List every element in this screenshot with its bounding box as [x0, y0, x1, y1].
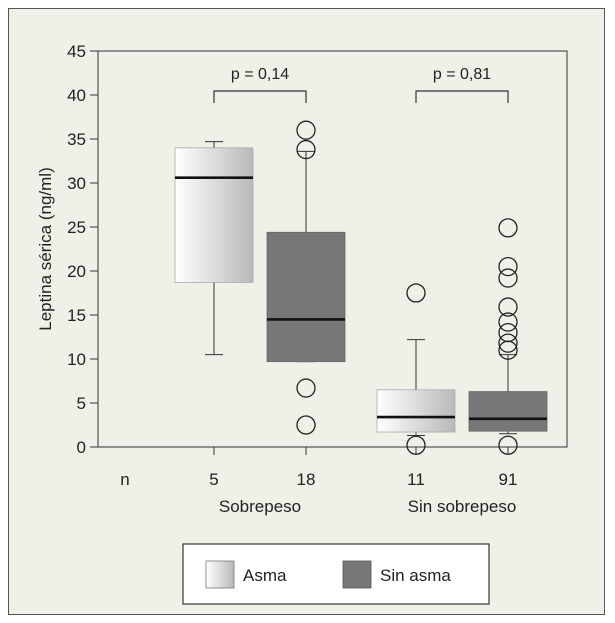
legend-box	[182, 543, 490, 605]
n-value: 5	[209, 470, 218, 489]
group-label: Sin sobrepeso	[408, 497, 517, 516]
legend-swatch-asma	[205, 560, 235, 589]
outlier-point	[498, 256, 518, 277]
outlier-point	[498, 218, 518, 238]
outlier-point	[498, 297, 518, 317]
plot-area	[97, 50, 568, 448]
p-bracket	[213, 90, 307, 103]
figure-frame: 0 5 10 15 20 25 30 35 40 45 Leptina sérica (ng/ml…	[8, 8, 605, 615]
y-tick-label: 10	[67, 350, 86, 369]
box-iqr	[174, 147, 254, 283]
outlier-point	[296, 415, 316, 435]
box-1	[174, 141, 254, 356]
box-iqr	[468, 391, 548, 432]
n-value: 91	[499, 470, 518, 489]
box-2	[266, 120, 346, 435]
n-label: n	[120, 470, 129, 489]
n-value: 11	[407, 470, 425, 489]
y-tick-label: 20	[67, 262, 86, 281]
y-tick-label: 40	[67, 86, 86, 105]
legend-label-asma: Asma	[243, 566, 287, 585]
box-iqr	[376, 389, 456, 433]
p-bracket	[415, 90, 509, 103]
legend-swatch-sin-asma	[342, 560, 372, 589]
y-tick-label: 45	[67, 42, 86, 61]
y-tick-label: 35	[67, 130, 86, 149]
p-value-label: p = 0,14	[231, 66, 289, 83]
box-3	[376, 283, 456, 455]
x-axis-labels: n 5 18 11 91 Sobrepeso Sin sobrepeso	[120, 447, 517, 516]
y-tick-label: 0	[77, 438, 86, 457]
p-value-label: p = 0,81	[433, 66, 491, 83]
outlier-point	[498, 322, 518, 343]
y-tick-label: 15	[67, 306, 86, 325]
outlier-point	[498, 312, 518, 332]
outlier-point	[296, 139, 316, 160]
outlier-point	[296, 120, 316, 140]
y-tick-label: 5	[77, 394, 86, 413]
y-axis: 0 5 10 15 20 25 30 35 40 45	[67, 42, 98, 457]
y-axis-label: Leptina sérica (ng/ml)	[36, 167, 55, 330]
box-4	[468, 218, 548, 455]
outlier-point	[498, 340, 518, 360]
outlier-point	[296, 378, 316, 398]
outlier-point	[498, 268, 518, 288]
legend: Asma Sin asma	[182, 543, 490, 605]
n-value: 18	[297, 470, 316, 489]
p-value-brackets: p = 0,14 p = 0,81	[213, 66, 509, 103]
boxplot-chart: 0 5 10 15 20 25 30 35 40 45 Leptina sérica (ng/ml…	[36, 42, 568, 605]
y-tick-label: 30	[67, 174, 86, 193]
legend-label-sin-asma: Sin asma	[380, 566, 451, 585]
box-iqr	[266, 231, 346, 363]
boxes-layer	[174, 120, 548, 455]
group-label: Sobrepeso	[219, 497, 301, 516]
outlier-point	[406, 283, 426, 303]
y-tick-label: 25	[67, 218, 86, 237]
outlier-point	[498, 333, 518, 353]
